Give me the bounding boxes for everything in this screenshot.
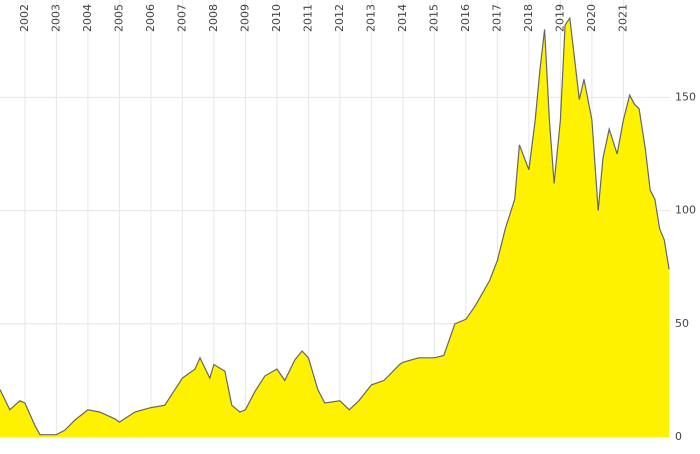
x-tick-label: 2017 [490, 4, 503, 32]
y-tick-label: 150 [675, 90, 696, 103]
x-tick-label: 2020 [585, 4, 598, 32]
area [0, 18, 670, 437]
x-tick-label: 2012 [333, 4, 346, 32]
x-tick-label: 2015 [427, 4, 440, 32]
x-tick-label: 2009 [238, 4, 251, 32]
x-tick-label: 2019 [553, 4, 566, 32]
x-tick-label: 2014 [396, 4, 409, 32]
x-tick-label: 2008 [207, 4, 220, 32]
x-tick-label: 2013 [364, 4, 377, 32]
x-tick-label: 2007 [175, 4, 188, 32]
x-tick-label: 2003 [49, 4, 62, 32]
x-tick-label: 2004 [81, 4, 94, 32]
x-tick-label: 2010 [270, 4, 283, 32]
x-tick-label: 2002 [18, 4, 31, 32]
x-tick-label: 2018 [522, 4, 535, 32]
y-tick-label: 100 [675, 204, 696, 217]
x-tick-label: 2016 [459, 4, 472, 32]
x-tick-label: 2021 [616, 4, 629, 32]
x-tick-label: 2011 [301, 4, 314, 32]
x-tick-label: 2006 [144, 4, 157, 32]
y-tick-label: 50 [675, 317, 689, 330]
line [0, 16, 670, 436]
x-tick-label: 2005 [112, 4, 125, 32]
y-tick-label: 0 [675, 430, 682, 443]
